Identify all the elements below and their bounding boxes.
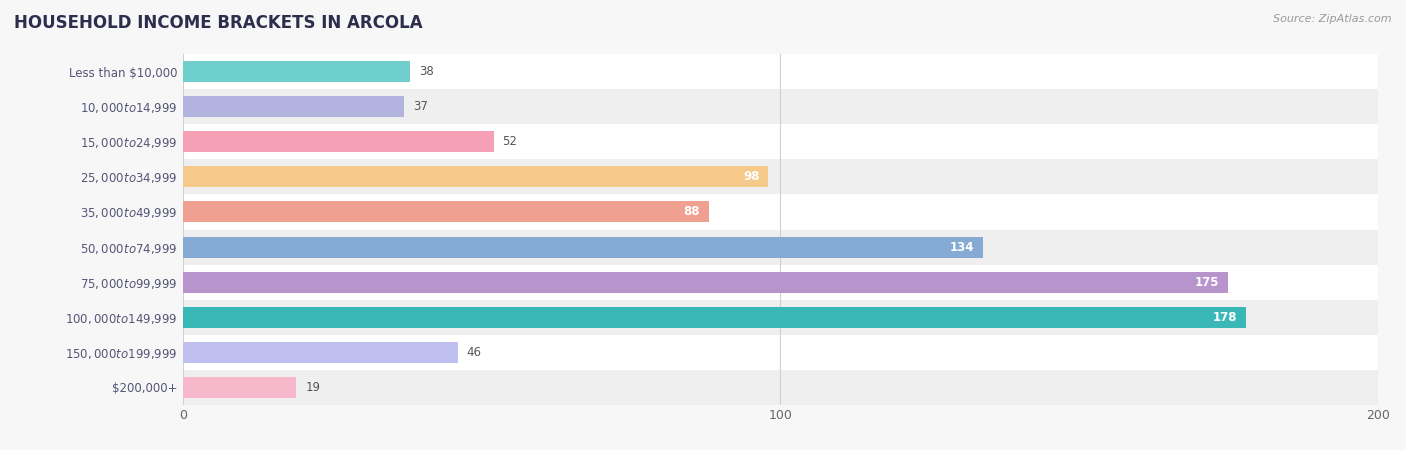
Bar <box>183 61 411 82</box>
Text: HOUSEHOLD INCOME BRACKETS IN ARCOLA: HOUSEHOLD INCOME BRACKETS IN ARCOLA <box>14 14 423 32</box>
Bar <box>183 265 1378 300</box>
Bar <box>183 230 1378 265</box>
Bar <box>183 335 1378 370</box>
Bar <box>183 89 1378 124</box>
Bar <box>183 377 297 398</box>
Text: Source: ZipAtlas.com: Source: ZipAtlas.com <box>1274 14 1392 23</box>
Text: 19: 19 <box>305 381 321 394</box>
Bar <box>183 272 1229 292</box>
Bar <box>183 307 1246 328</box>
Bar <box>183 96 404 117</box>
Text: 175: 175 <box>1195 276 1219 288</box>
Text: 37: 37 <box>413 100 427 113</box>
Bar <box>183 131 494 152</box>
Bar <box>183 202 709 222</box>
Text: 46: 46 <box>467 346 482 359</box>
Text: 98: 98 <box>742 171 759 183</box>
Text: 134: 134 <box>950 241 974 253</box>
Bar <box>183 342 458 363</box>
Text: 88: 88 <box>683 206 700 218</box>
Text: 52: 52 <box>502 135 517 148</box>
Bar <box>183 237 983 257</box>
Bar <box>183 54 1378 89</box>
Bar <box>183 194 1378 230</box>
Bar <box>183 159 1378 194</box>
Text: 38: 38 <box>419 65 433 78</box>
Bar <box>183 166 768 187</box>
Bar <box>183 370 1378 405</box>
Text: 178: 178 <box>1213 311 1237 324</box>
Bar <box>183 124 1378 159</box>
Bar <box>183 300 1378 335</box>
